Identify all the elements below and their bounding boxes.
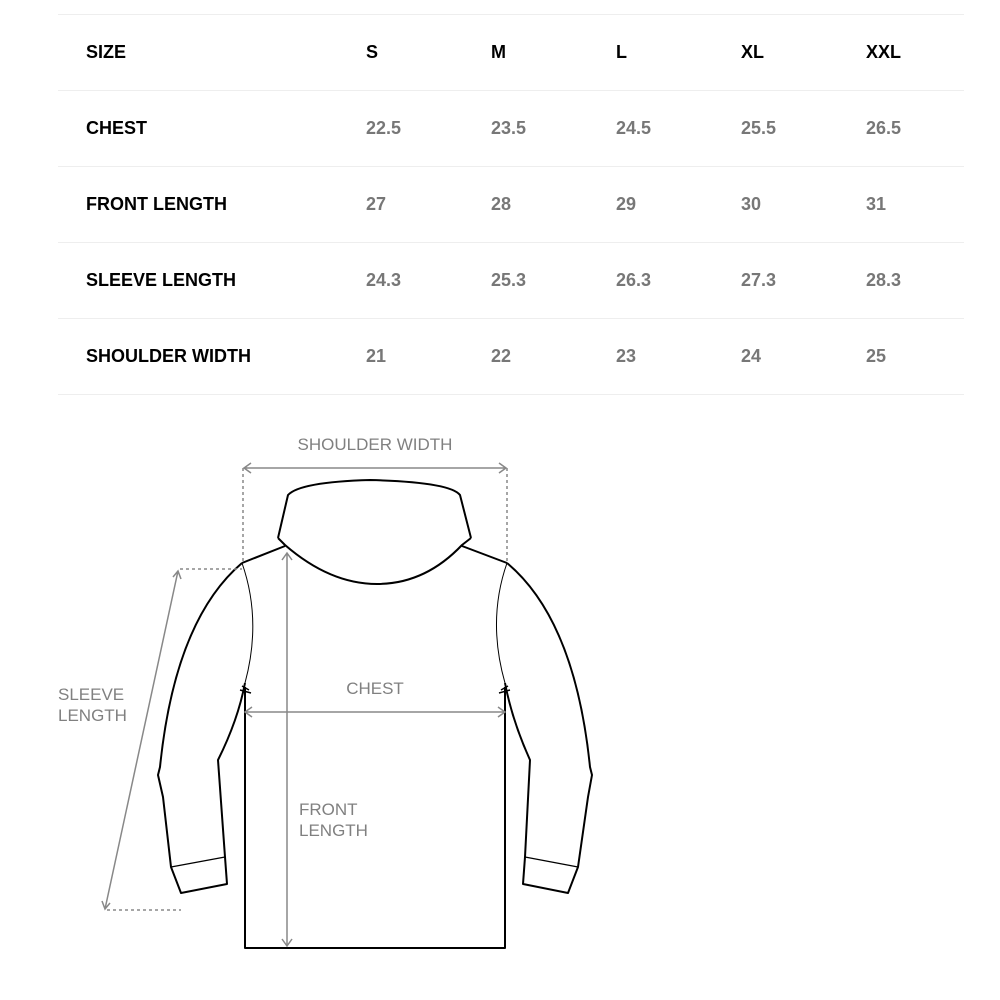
row-label: SLEEVE LENGTH [86, 270, 237, 290]
cell-value: 22 [491, 346, 512, 366]
cell-value: 31 [866, 194, 887, 214]
left-cuff-seam [170, 856, 226, 868]
cell-value: 25.5 [741, 118, 777, 138]
right-armhole-seam [496, 562, 508, 684]
hoodie-outline [157, 479, 593, 949]
cell-value: 26.3 [616, 270, 652, 290]
shoulder-width-label: SHOULDER WIDTH [298, 435, 453, 454]
size-chart-table: SIZE S M L XL XXL CHEST 22.5 23.5 24.5 2… [58, 14, 964, 395]
table-row-front-length: FRONT LENGTH 27 28 29 30 31 [58, 166, 964, 242]
front-length-label-line1: FRONT [299, 800, 358, 819]
cell-value: 26.5 [866, 118, 902, 138]
cell-value: 21 [366, 346, 387, 366]
front-length-label-line2: LENGTH [299, 821, 368, 840]
hood [277, 479, 472, 539]
row-label: SHOULDER WIDTH [86, 346, 251, 366]
cell-value: 24.3 [366, 270, 402, 290]
right-sleeve [504, 562, 593, 894]
cell-value: 25 [866, 346, 887, 366]
sleeve-guide-lines [107, 568, 242, 911]
sleeve-length-label-line1: SLEEVE [58, 685, 124, 704]
sleeve-length-label-line2: LENGTH [58, 706, 127, 725]
hood-neck-curve [277, 537, 472, 585]
left-sleeve [157, 562, 246, 894]
header-size-xl: XL [741, 42, 765, 62]
cell-value: 24.5 [616, 118, 652, 138]
cell-value: 27.3 [741, 270, 777, 290]
right-shoulder [461, 545, 508, 564]
cell-value: 25.3 [491, 270, 527, 290]
cell-value: 29 [616, 194, 637, 214]
left-shoulder [241, 545, 286, 564]
shoulder-width-arrow [242, 462, 508, 474]
measurement-lines [101, 462, 508, 948]
chest-arrow [243, 706, 507, 718]
cell-value: 27 [366, 194, 387, 214]
row-label: FRONT LENGTH [86, 194, 227, 214]
cell-value: 28 [491, 194, 512, 214]
table-row-sleeve-length: SLEEVE LENGTH 24.3 25.3 26.3 27.3 28.3 [58, 242, 964, 318]
header-size-label: SIZE [86, 42, 127, 62]
sleeve-length-arrow [101, 569, 182, 911]
row-label: CHEST [86, 118, 148, 138]
table-row-chest: CHEST 22.5 23.5 24.5 25.5 26.5 [58, 90, 964, 166]
header-size-l: L [616, 42, 627, 62]
header-size-xxl: XXL [866, 42, 902, 62]
chest-label: CHEST [346, 679, 404, 698]
cell-value: 30 [741, 194, 762, 214]
header-size-s: S [366, 42, 379, 62]
cell-value: 22.5 [366, 118, 402, 138]
cell-value: 23.5 [491, 118, 527, 138]
cell-value: 23 [616, 346, 637, 366]
table-row-shoulder-width: SHOULDER WIDTH 21 22 23 24 25 [58, 318, 964, 395]
header-size-m: M [491, 42, 506, 62]
body [244, 687, 506, 949]
front-length-arrow [281, 551, 293, 948]
cell-value: 24 [741, 346, 762, 366]
right-cuff-seam [524, 856, 579, 868]
shoulder-guide-lines [242, 468, 508, 563]
table-header-row: SIZE S M L XL XXL [58, 14, 964, 90]
right-drawstring [498, 685, 511, 694]
cell-value: 28.3 [866, 270, 902, 290]
left-armhole-seam [241, 562, 254, 684]
left-drawstring [239, 685, 252, 694]
